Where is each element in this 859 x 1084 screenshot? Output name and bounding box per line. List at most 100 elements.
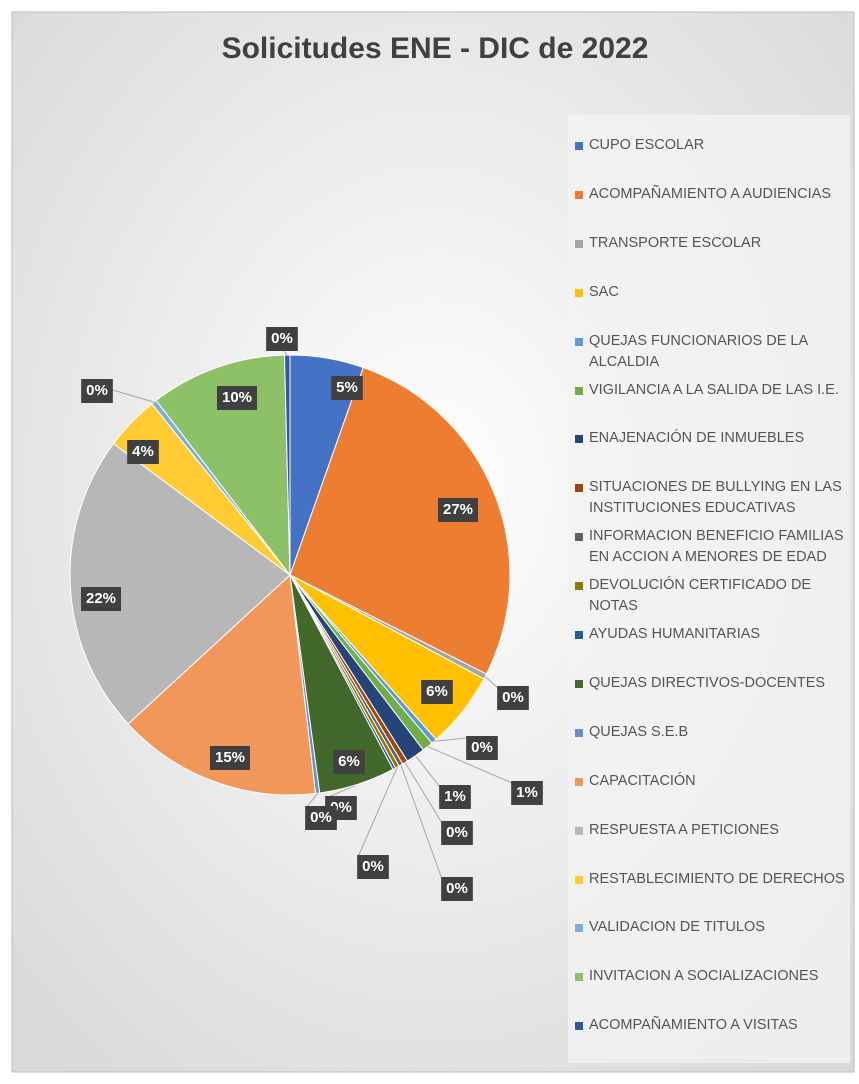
legend-item: QUEJAS DIRECTIVOS-DOCENTES — [575, 673, 845, 694]
pie-slice — [155, 354, 291, 577]
data-label: 1% — [516, 784, 538, 801]
data-label: 22% — [86, 590, 116, 607]
data-label-box — [466, 736, 498, 760]
legend-swatch — [575, 679, 583, 688]
chart-title: Solicitudes ENE - DIC de 2022 — [222, 32, 649, 65]
legend-label: AYUDAS HUMANITARIAS — [589, 626, 761, 642]
data-label: 6% — [426, 683, 448, 700]
legend-item: INVITACION A SOCIALIZACIONES — [575, 966, 845, 987]
data-label-box — [333, 750, 365, 774]
data-label-box — [216, 386, 258, 410]
legend-swatch — [575, 582, 583, 591]
legend-label: QUEJAS DIRECTIVOS-DOCENTES — [589, 674, 826, 691]
legend-swatch — [575, 777, 583, 786]
data-label: 0% — [310, 809, 332, 826]
data-label: 0% — [446, 880, 468, 897]
legend-item: SAC — [575, 282, 845, 303]
data-label: 0% — [502, 689, 524, 706]
legend-swatch — [575, 142, 583, 150]
data-label: 15% — [215, 749, 245, 766]
legend-label: QUEJAS FUNCIONARIOS DE LA ALCALDIA — [589, 332, 808, 370]
data-label-box — [357, 855, 389, 879]
legend-swatch — [575, 826, 583, 835]
legend-swatch — [575, 190, 583, 199]
data-label: 10% — [222, 389, 252, 406]
legend-swatch — [575, 337, 583, 346]
legend-background — [568, 115, 850, 1063]
legend-item: QUEJAS S.E.B — [575, 722, 845, 743]
legend-label: VALIDACION DE TITULOS — [589, 919, 765, 936]
legend-label: ACOMPAÑAMIENTO A AUDIENCIAS — [589, 185, 831, 202]
legend-item: ACOMPAÑAMIENTO A VISITAS — [575, 1015, 845, 1036]
data-label: 0% — [271, 330, 293, 347]
data-label: 27% — [443, 501, 473, 518]
legend-item: RESTABLECIMIENTO DE DERECHOS — [575, 869, 845, 890]
legend-swatch — [575, 239, 583, 248]
legend-label: SITUACIONES DE BULLYING EN LAS INSTITUCI… — [589, 479, 842, 517]
data-label: 0% — [362, 858, 384, 875]
legend-label: DEVOLUCIÓN CERTIFICADO DE NOTAS — [589, 577, 812, 615]
data-label: 4% — [132, 443, 154, 460]
data-label: 0% — [471, 739, 493, 756]
pie-slice — [289, 366, 511, 675]
data-label-box — [80, 587, 122, 611]
legend-item: CUPO ESCOLAR — [575, 135, 845, 156]
data-label: 5% — [336, 379, 358, 396]
pie-slice — [69, 442, 291, 725]
legend-swatch — [575, 386, 583, 395]
data-label-box — [209, 746, 251, 770]
legend-item: ACOMPAÑAMIENTO A AUDIENCIAS — [575, 184, 845, 205]
data-label-box — [305, 806, 337, 830]
legend-label: CAPACITACIÓN — [589, 772, 696, 789]
data-label-box — [81, 379, 113, 403]
legend-item: CAPACITACIÓN — [575, 771, 845, 792]
legend-label: CUPO ESCOLAR — [589, 137, 705, 153]
pie-slice — [127, 573, 317, 796]
legend-label: TRANSPORTE ESCOLAR — [589, 234, 762, 251]
legend-swatch — [575, 435, 583, 444]
legend-item: ENAJENACIÓN DE INMUEBLES — [575, 428, 845, 449]
legend-label: QUEJAS S.E.B — [589, 723, 689, 740]
data-label-box — [127, 440, 159, 464]
legend-swatch — [575, 875, 583, 884]
legend-item: TRANSPORTE ESCOLAR — [575, 233, 845, 254]
data-label: 0% — [446, 824, 468, 841]
data-label-box — [511, 781, 543, 805]
legend-label: INVITACION A SOCIALIZACIONES — [589, 968, 819, 985]
legend-swatch — [575, 1022, 583, 1031]
legend-label: RESTABLECIMIENTO DE DERECHOS — [589, 870, 845, 887]
legend-swatch — [575, 973, 583, 982]
legend-item: SITUACIONES DE BULLYING EN LAS INSTITUCI… — [575, 477, 845, 519]
data-label-box — [441, 877, 473, 901]
legend-item: QUEJAS FUNCIONARIOS DE LA ALCALDIA — [575, 331, 845, 373]
data-label: 1% — [444, 788, 466, 805]
legend-swatch — [575, 728, 583, 737]
legend-label: INFORMACION BENEFICIO FAMILIAS EN ACCION… — [589, 528, 844, 566]
legend-swatch — [575, 484, 583, 493]
legend-item: RESPUESTA A PETICIONES — [575, 820, 845, 841]
legend-swatch — [575, 631, 583, 639]
legend-item: VALIDACION DE TITULOS — [575, 917, 845, 938]
legend-swatch — [575, 533, 583, 542]
data-label-box — [441, 821, 473, 845]
legend-item: AYUDAS HUMANITARIAS — [575, 624, 845, 645]
data-label-box — [437, 498, 479, 522]
data-label-box — [439, 785, 471, 809]
data-label: 0% — [86, 382, 108, 399]
legend-label: VIGILANCIA A LA SALIDA DE LAS I.E. — [589, 381, 839, 398]
legend-item: INFORMACION BENEFICIO FAMILIAS EN ACCION… — [575, 526, 845, 568]
legend-label: ENAJENACIÓN DE INMUEBLES — [589, 430, 805, 447]
data-label-box — [331, 376, 363, 400]
pie-slice — [283, 354, 291, 576]
legend-label: SAC — [589, 283, 619, 300]
legend-label: RESPUESTA A PETICIONES — [589, 821, 779, 838]
legend-swatch — [575, 288, 583, 297]
data-label-box — [421, 680, 453, 704]
legend-label: ACOMPAÑAMIENTO A VISITAS — [589, 1017, 798, 1034]
legend-item: VIGILANCIA A LA SALIDA DE LAS I.E. — [575, 380, 845, 401]
legend-item: DEVOLUCIÓN CERTIFICADO DE NOTAS — [575, 575, 845, 617]
data-label-box — [266, 327, 298, 351]
legend-swatch — [575, 924, 583, 933]
